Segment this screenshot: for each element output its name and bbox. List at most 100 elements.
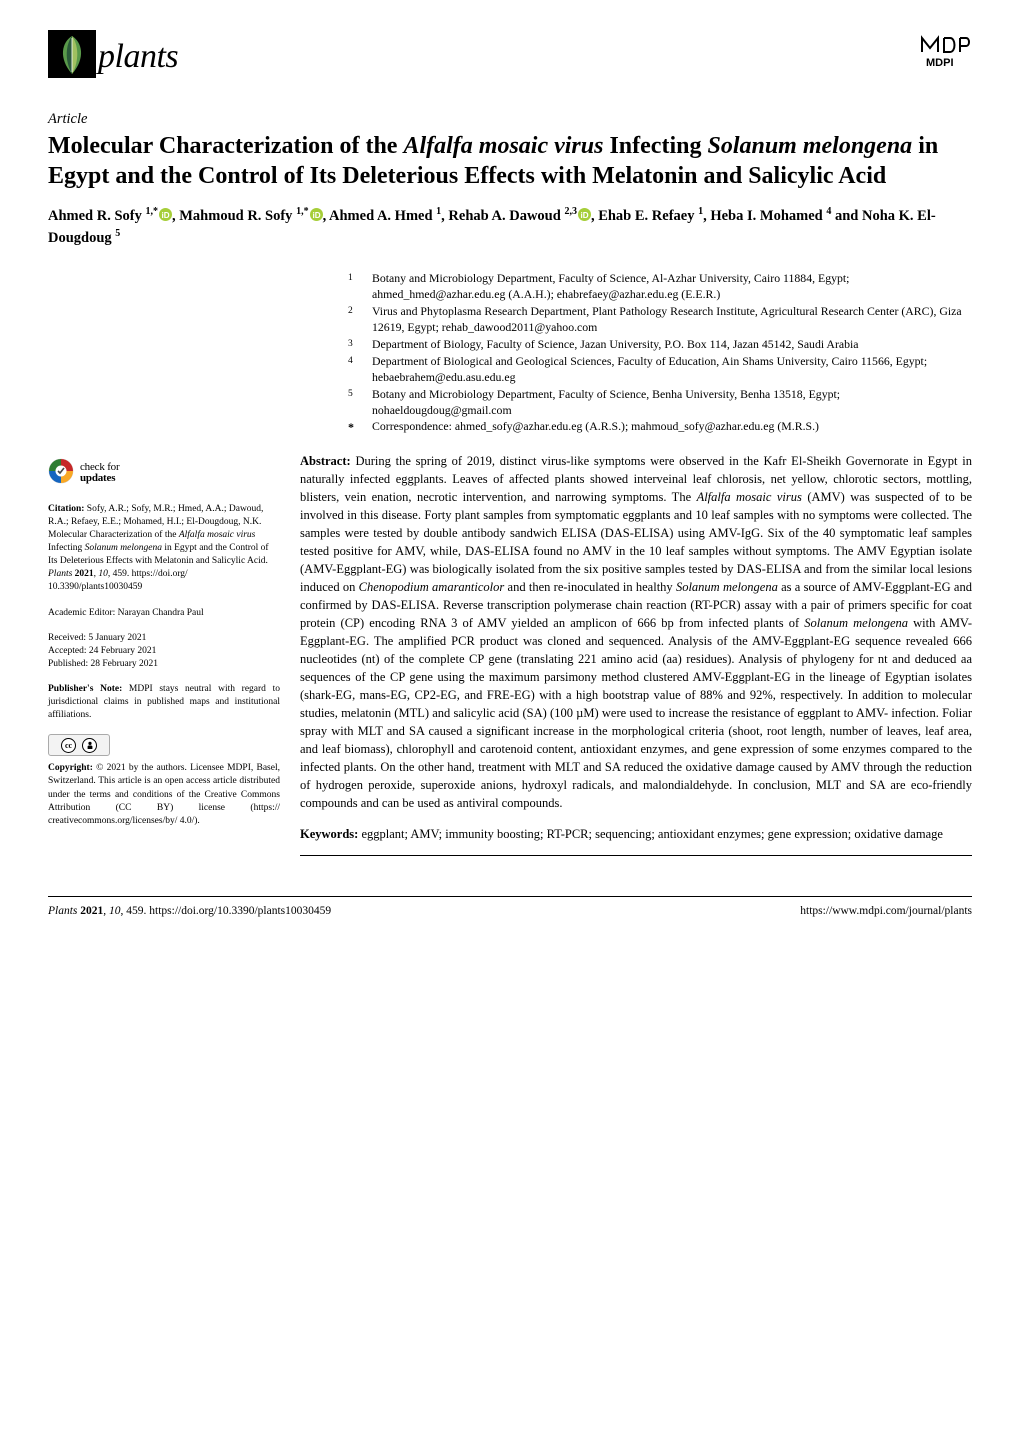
footer-year: 2021 (80, 905, 103, 917)
keywords: Keywords: eggplant; AMV; immunity boosti… (300, 826, 972, 844)
accepted-label: Accepted: (48, 646, 89, 656)
aff-text: Department of Biology, Faculty of Scienc… (372, 337, 859, 353)
citation-sp2: Solanum melongena (85, 543, 162, 553)
journal-name: plants (98, 33, 178, 81)
aff-text: Department of Biological and Geological … (372, 354, 972, 386)
aff-text: Botany and Microbiology Department, Facu… (372, 387, 972, 419)
orcid-icon[interactable]: iD (159, 207, 172, 220)
mdpi-text: MDPI (926, 57, 954, 68)
footer-citation: Plants 2021, 10, 459. https://doi.org/10… (48, 903, 331, 919)
svg-text:iD: iD (161, 211, 169, 220)
left-sidebar: check for updates Citation: Sofy, A.R.; … (48, 452, 280, 857)
author-4: , Rehab A. Dawoud (441, 208, 564, 224)
aff-num: 2 (348, 304, 362, 336)
footer-journal: Plants (48, 905, 80, 917)
published-label: Published: (48, 659, 91, 669)
aff-num: 4 (348, 354, 362, 386)
affiliation-5: 5 Botany and Microbiology Department, Fac… (348, 387, 972, 419)
by-icon (82, 738, 97, 753)
footer-url[interactable]: https://www.mdpi.com/journal/plants (800, 903, 972, 919)
aff-star: * (348, 419, 362, 435)
publisher-note-block: Publisher's Note: MDPI stays neutral wit… (48, 683, 280, 722)
pubnote-label: Publisher's Note: (48, 684, 129, 694)
abstract-p3: and then re-inoculated in healthy (504, 580, 676, 594)
abstract-sp2: Chenopodium amaranticolor (359, 580, 505, 594)
affiliations: 1 Botany and Microbiology Department, Fac… (48, 271, 972, 435)
svg-text:iD: iD (312, 211, 320, 220)
leaf-icon (48, 30, 96, 83)
editor-label: Academic Editor: (48, 608, 118, 618)
mdpi-logo: MDPI (916, 30, 972, 68)
author-2-star: * (304, 206, 309, 217)
received-label: Received: (48, 633, 88, 643)
aff-num: 1 (348, 271, 362, 303)
abstract-label: Abstract: (300, 454, 355, 468)
check-updates-icon (48, 458, 74, 489)
copyright-block: Copyright: © 2021 by the authors. Licens… (48, 762, 280, 828)
author-2-sup: 1, (296, 206, 304, 217)
aff-text: Virus and Phytoplasma Research Departmen… (372, 304, 972, 336)
copyright-label: Copyright: (48, 763, 96, 773)
author-1-sup: 1, (145, 206, 153, 217)
received-date: 5 January 2021 (88, 633, 146, 643)
footer-vol: 10 (109, 905, 121, 917)
dates-block: Received: 5 January 2021 Accepted: 24 Fe… (48, 632, 280, 671)
affiliation-3: 3 Department of Biology, Faculty of Scien… (348, 337, 972, 353)
correspondence: * Correspondence: ahmed_sofy@azhar.edu.eg… (348, 419, 972, 435)
two-column-region: check for updates Citation: Sofy, A.R.; … (48, 452, 972, 857)
citation-sp1: Alfalfa mosaic virus (179, 530, 256, 540)
article-title: Molecular Characterization of the Alfalf… (48, 131, 972, 191)
author-7-sup: 5 (115, 228, 120, 239)
citation-mid: Infecting (48, 543, 85, 553)
orcid-icon[interactable]: iD (310, 207, 323, 220)
affiliation-1: 1 Botany and Microbiology Department, Fac… (348, 271, 972, 303)
abstract-p2: (AMV) was suspected of to be involved in… (300, 490, 972, 594)
header: plants MDPI (48, 30, 972, 83)
check-updates-text: check for updates (80, 462, 119, 484)
citation-journal: Plants (48, 569, 75, 579)
citation-vol: 10 (98, 569, 108, 579)
aff-text: Correspondence: ahmed_sofy@azhar.edu.eg … (372, 419, 819, 435)
abstract-sp3: Solanum melongena (676, 580, 778, 594)
abstract-sp4: Solanum melongena (804, 616, 908, 630)
author-6: , Heba I. Mohamed (703, 208, 826, 224)
author-5: , Ehab E. Refaey (591, 208, 698, 224)
title-species-1: Alfalfa mosaic virus (403, 133, 603, 159)
keywords-label: Keywords: (300, 827, 361, 841)
footer-rest: , 459. https://doi.org/10.3390/plants100… (121, 905, 332, 917)
editor-block: Academic Editor: Narayan Chandra Paul (48, 607, 280, 620)
authors-line: Ahmed R. Sofy 1,*iD, Mahmoud R. Sofy 1,*… (48, 205, 972, 249)
orcid-icon[interactable]: iD (578, 207, 591, 220)
aff-num: 5 (348, 387, 362, 419)
author-2: , Mahmoud R. Sofy (172, 208, 296, 224)
keywords-text: eggplant; AMV; immunity boosting; RT-PCR… (361, 827, 942, 841)
abstract: Abstract: During the spring of 2019, dis… (300, 452, 972, 812)
article-type: Article (48, 109, 972, 129)
check-updates-badge[interactable]: check for updates (48, 458, 280, 489)
title-species-2: Solanum melongena (707, 133, 912, 159)
keywords-rule (300, 855, 972, 856)
aff-num: 3 (348, 337, 362, 353)
affiliation-4: 4 Department of Biological and Geological… (348, 354, 972, 386)
cc-badge-row: cc (48, 734, 280, 756)
aff-text: Botany and Microbiology Department, Facu… (372, 271, 972, 303)
abstract-p5: with AMV-Eggplant-EG. The amplified PCR … (300, 616, 972, 810)
citation-year: 2021 (75, 569, 94, 579)
title-mid: Infecting (603, 133, 707, 159)
journal-logo: plants (48, 30, 178, 83)
cc-by-icon[interactable]: cc (48, 734, 110, 756)
published-date: 28 February 2021 (91, 659, 159, 669)
author-1: Ahmed R. Sofy (48, 208, 145, 224)
author-4-sup: 2,3 (564, 206, 577, 217)
editor-name: Narayan Chandra Paul (118, 608, 204, 618)
author-1-star: * (153, 206, 158, 217)
page-footer: Plants 2021, 10, 459. https://doi.org/10… (48, 896, 972, 919)
citation-block: Citation: Sofy, A.R.; Sofy, M.R.; Hmed, … (48, 503, 280, 595)
svg-text:iD: iD (580, 211, 588, 220)
check-line-2: updates (80, 473, 119, 484)
abstract-sp1: Alfalfa mosaic virus (697, 490, 802, 504)
author-3: , Ahmed A. Hmed (323, 208, 437, 224)
cc-icon: cc (61, 738, 76, 753)
accepted-date: 24 February 2021 (89, 646, 157, 656)
main-column: Abstract: During the spring of 2019, dis… (300, 452, 972, 857)
